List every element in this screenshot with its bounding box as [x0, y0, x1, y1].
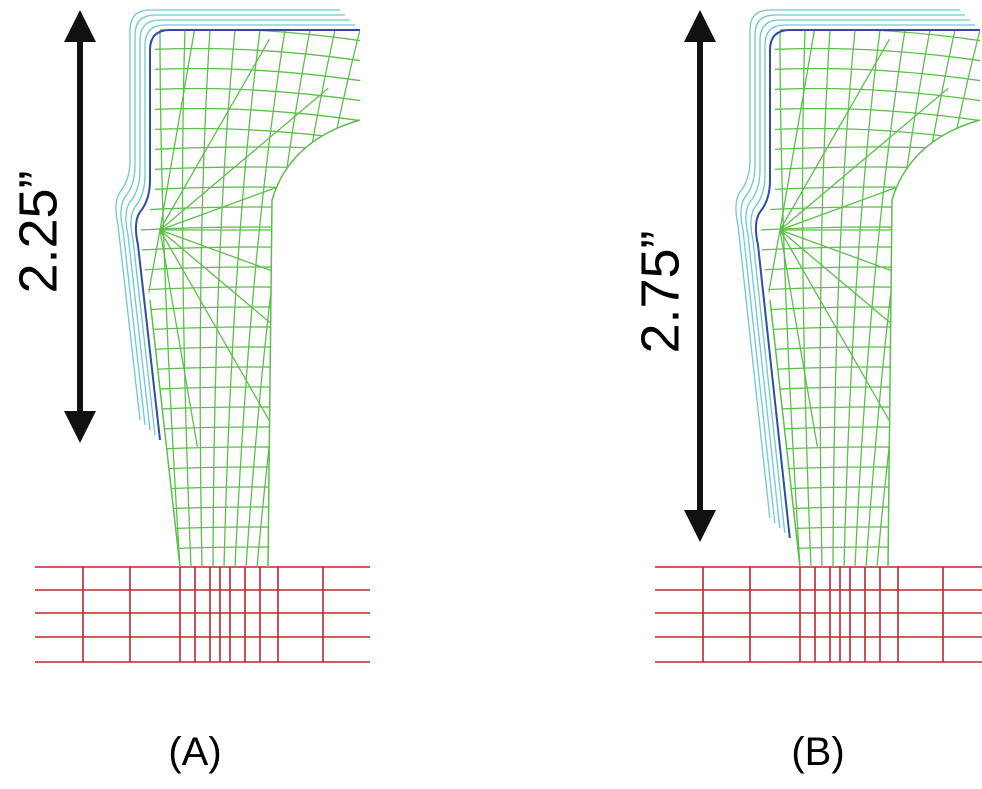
mesh-line: [780, 30, 800, 567]
mesh-line: [140, 287, 370, 290]
mesh-line: [760, 89, 982, 103]
mesh-line: [760, 467, 982, 470]
mesh-line: [140, 387, 370, 390]
dimension-label-a: 2.25”: [8, 170, 68, 293]
body-mesh: [121, 13, 380, 567]
mesh-line: [140, 89, 370, 103]
panel-a: [35, 10, 380, 662]
mesh-line: [760, 347, 982, 350]
panel-caption-b: (B): [791, 730, 844, 774]
figure: 2.25” 2.75” (A) (B): [0, 0, 982, 789]
dimension-label-b: 2.75”: [630, 230, 690, 353]
mesh-line: [140, 247, 370, 250]
body-mesh: [741, 13, 982, 567]
mesh-line: [760, 287, 982, 290]
mesh-line: [160, 30, 180, 567]
mesh-line: [183, 30, 191, 567]
mesh-line: [760, 129, 982, 143]
mesh-line: [140, 327, 370, 330]
arrow-head: [64, 411, 96, 443]
mesh-line: [760, 247, 982, 250]
mesh-line: [803, 30, 811, 567]
mesh-line: [760, 327, 982, 330]
mesh-line: [140, 187, 370, 190]
panel-b: [655, 10, 982, 662]
mesh-line: [760, 487, 982, 490]
mesh-line: [160, 230, 328, 372]
mesh-line: [140, 427, 370, 430]
panel-caption-a: (A): [168, 730, 221, 774]
mesh-line: [140, 527, 370, 530]
mesh-line: [160, 155, 367, 230]
mesh-line: [760, 167, 982, 170]
arrow-head: [684, 510, 716, 542]
dimension-arrow: [64, 10, 96, 443]
arrow-head: [684, 10, 716, 42]
base-mesh: [655, 567, 982, 662]
mesh-line: [140, 129, 370, 143]
mesh-line: [760, 367, 982, 370]
mesh-line: [140, 109, 370, 123]
mesh-line: [140, 49, 370, 63]
mesh-line: [780, 230, 948, 372]
mesh-line: [140, 507, 370, 510]
mesh-line: [760, 407, 982, 410]
mesh-line: [760, 427, 982, 430]
mesh-line: [820, 30, 830, 567]
mesh-line: [140, 547, 370, 550]
mesh-line: [760, 187, 982, 190]
mesh-line: [200, 30, 210, 567]
arrow-head: [64, 10, 96, 42]
mesh-line: [760, 547, 982, 550]
mesh-line: [140, 347, 370, 350]
mesh-line: [140, 487, 370, 490]
mesh-line: [140, 407, 370, 410]
mesh-line: [140, 367, 370, 370]
mesh-line: [888, 30, 980, 567]
mesh-line: [760, 527, 982, 530]
shell-layer: [121, 15, 345, 425]
mesh-line: [140, 207, 370, 210]
mesh-line: [760, 267, 982, 270]
base-mesh: [35, 567, 370, 662]
mesh-line: [268, 30, 360, 567]
mesh-line: [140, 167, 370, 170]
